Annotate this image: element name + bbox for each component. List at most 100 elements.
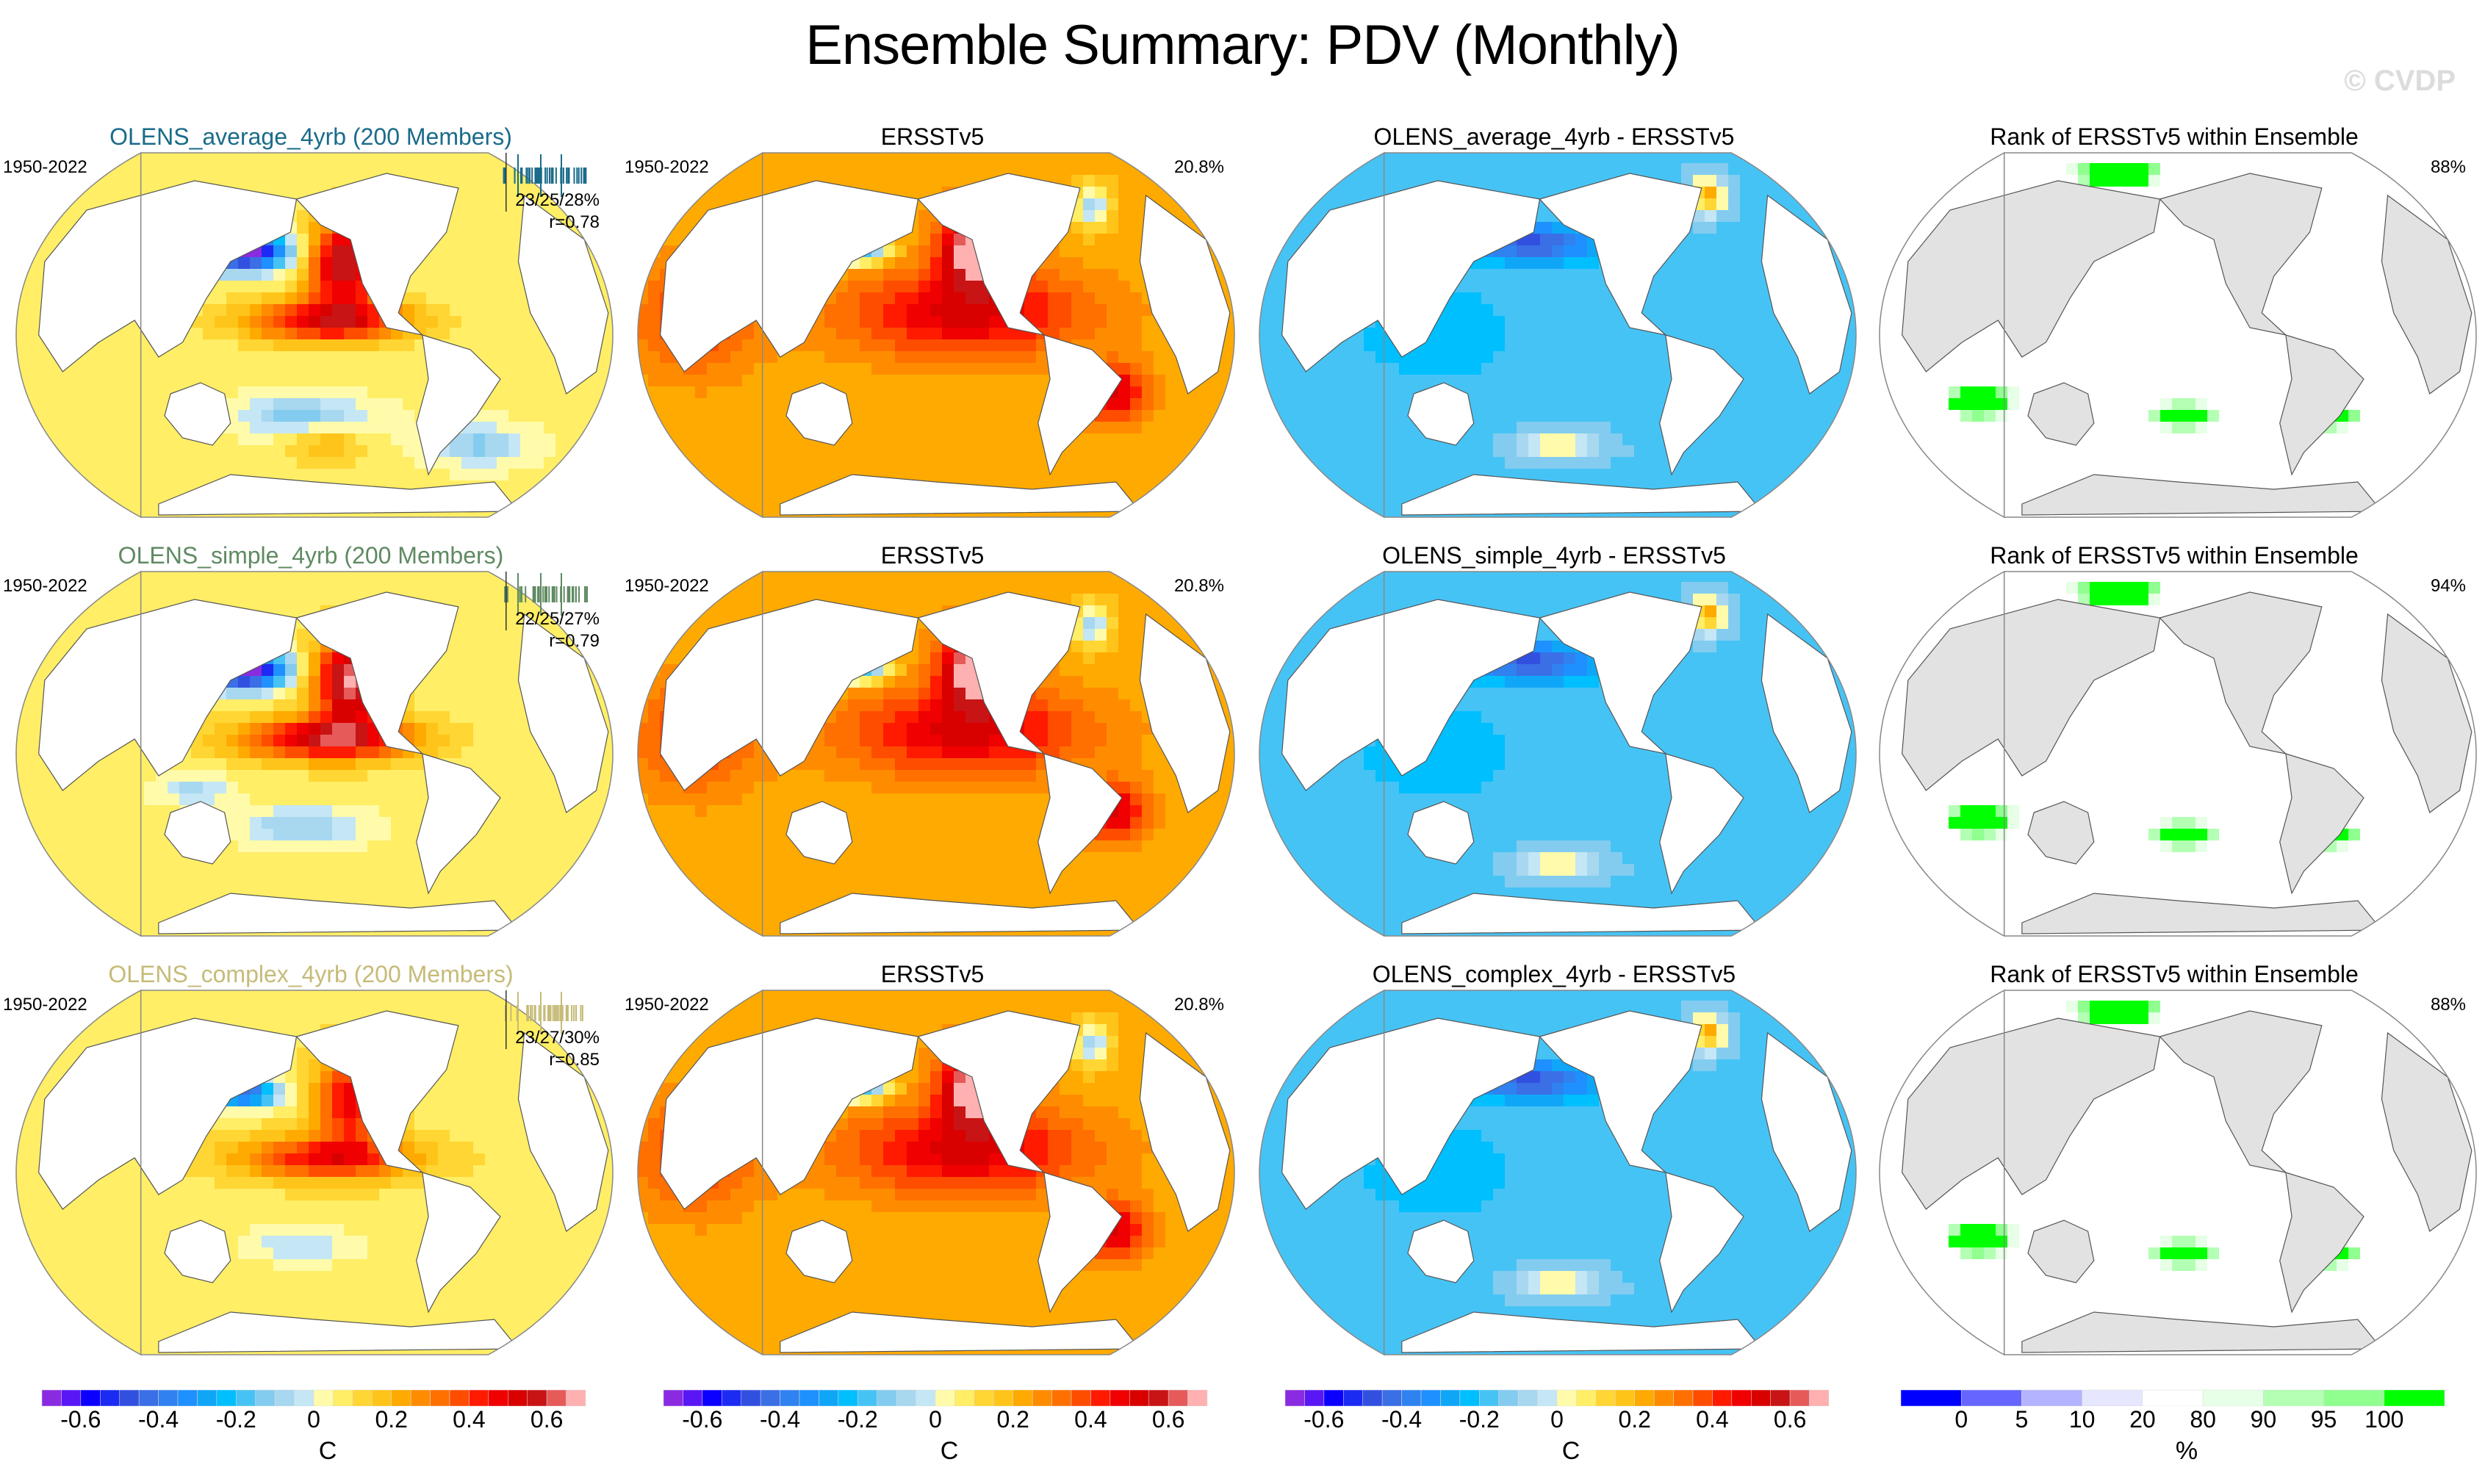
field-cell xyxy=(1411,445,1423,458)
field-cell xyxy=(273,445,286,458)
field-cell xyxy=(1846,375,1856,387)
field-cell xyxy=(73,153,86,164)
field-cell xyxy=(450,210,462,223)
field-cell xyxy=(603,457,613,469)
field-cell xyxy=(320,457,333,469)
field-cell xyxy=(1154,516,1166,517)
field-cell xyxy=(544,445,556,458)
field-cell xyxy=(461,163,474,176)
field-cell xyxy=(954,398,966,411)
field-cell xyxy=(579,492,591,505)
field-cell xyxy=(1130,469,1143,481)
field-cell xyxy=(766,516,778,517)
field-cell xyxy=(367,457,380,469)
field-cell xyxy=(824,328,837,340)
field-cell xyxy=(579,480,591,493)
field-cell xyxy=(603,210,613,223)
field-cell xyxy=(1060,516,1072,517)
field-cell xyxy=(1972,153,1985,164)
histogram-bar xyxy=(531,168,533,184)
field-cell xyxy=(977,398,990,411)
field-cell xyxy=(1024,422,1037,434)
field-cell xyxy=(1775,504,1788,516)
field-cell xyxy=(1493,175,1506,187)
field-cell xyxy=(414,163,427,176)
field-cell xyxy=(648,234,661,246)
field-cell xyxy=(16,480,27,493)
field-cell xyxy=(1517,363,1529,375)
field-cell xyxy=(871,351,884,364)
pattern-correlation: r=0.78 xyxy=(515,212,600,234)
field-cell xyxy=(1564,457,1576,469)
field-cell xyxy=(579,457,591,469)
field-cell xyxy=(379,363,392,375)
field-cell xyxy=(285,386,298,399)
field-cell xyxy=(250,398,262,411)
field-cell xyxy=(520,386,533,399)
field-cell xyxy=(1201,504,1213,516)
field-cell xyxy=(930,257,943,270)
field-cell xyxy=(1799,187,1811,199)
field-cell xyxy=(332,245,345,258)
field-cell xyxy=(332,445,345,458)
field-cell xyxy=(1752,175,1764,187)
field-cell xyxy=(942,153,954,164)
field-cell xyxy=(238,422,251,434)
field-cell xyxy=(1540,375,1553,387)
field-cell xyxy=(144,457,157,469)
field-cell xyxy=(238,269,251,281)
field-cell xyxy=(638,187,649,199)
field-cell xyxy=(672,516,684,517)
field-cell xyxy=(1775,351,1788,364)
field-cell xyxy=(1107,198,1119,211)
field-cell xyxy=(1481,516,1494,517)
field-cell xyxy=(683,492,696,505)
field-cell xyxy=(16,304,27,317)
field-cell xyxy=(1658,469,1670,481)
field-cell xyxy=(1693,163,1705,176)
field-cell xyxy=(1036,281,1049,293)
field-cell xyxy=(860,422,872,434)
field-cell xyxy=(895,245,907,258)
field-cell xyxy=(1399,480,1411,493)
field-cell xyxy=(426,153,439,164)
field-cell xyxy=(918,222,931,234)
field-cell xyxy=(1763,153,1776,164)
field-cell xyxy=(660,492,672,505)
field-cell xyxy=(742,175,755,187)
field-cell xyxy=(555,480,568,493)
field-cell xyxy=(238,398,251,411)
field-cell xyxy=(520,469,533,481)
field-cell xyxy=(26,222,39,234)
field-cell xyxy=(1270,281,1282,293)
field-cell xyxy=(1775,410,1788,422)
field-cell xyxy=(1165,480,1178,493)
field-cell xyxy=(638,316,649,328)
field-cell xyxy=(1107,398,1119,411)
field-cell xyxy=(85,516,98,517)
field-cell xyxy=(1224,469,1234,481)
field-cell xyxy=(132,175,145,187)
field-cell xyxy=(1481,363,1494,375)
field-cell xyxy=(648,386,661,399)
field-cell xyxy=(1763,351,1776,364)
field-cell xyxy=(1340,410,1353,422)
field-cell xyxy=(930,433,943,446)
field-cell xyxy=(1399,457,1411,469)
field-cell xyxy=(285,153,298,164)
field-cell xyxy=(754,422,766,434)
field-cell xyxy=(848,398,860,411)
field-cell xyxy=(754,175,766,187)
field-cell xyxy=(1517,445,1529,458)
field-cell xyxy=(1107,304,1119,317)
field-cell xyxy=(1846,245,1856,258)
field-cell xyxy=(1165,153,1178,164)
field-cell xyxy=(1165,433,1178,446)
field-cell xyxy=(97,187,109,199)
field-cell xyxy=(144,375,157,387)
field-cell xyxy=(73,363,86,375)
map-panel-obs: ERSSTv5 1950-2022 20.8% xyxy=(622,123,1243,535)
field-cell xyxy=(1270,339,1282,352)
histogram-bar xyxy=(573,168,575,184)
field-cell xyxy=(38,410,51,422)
